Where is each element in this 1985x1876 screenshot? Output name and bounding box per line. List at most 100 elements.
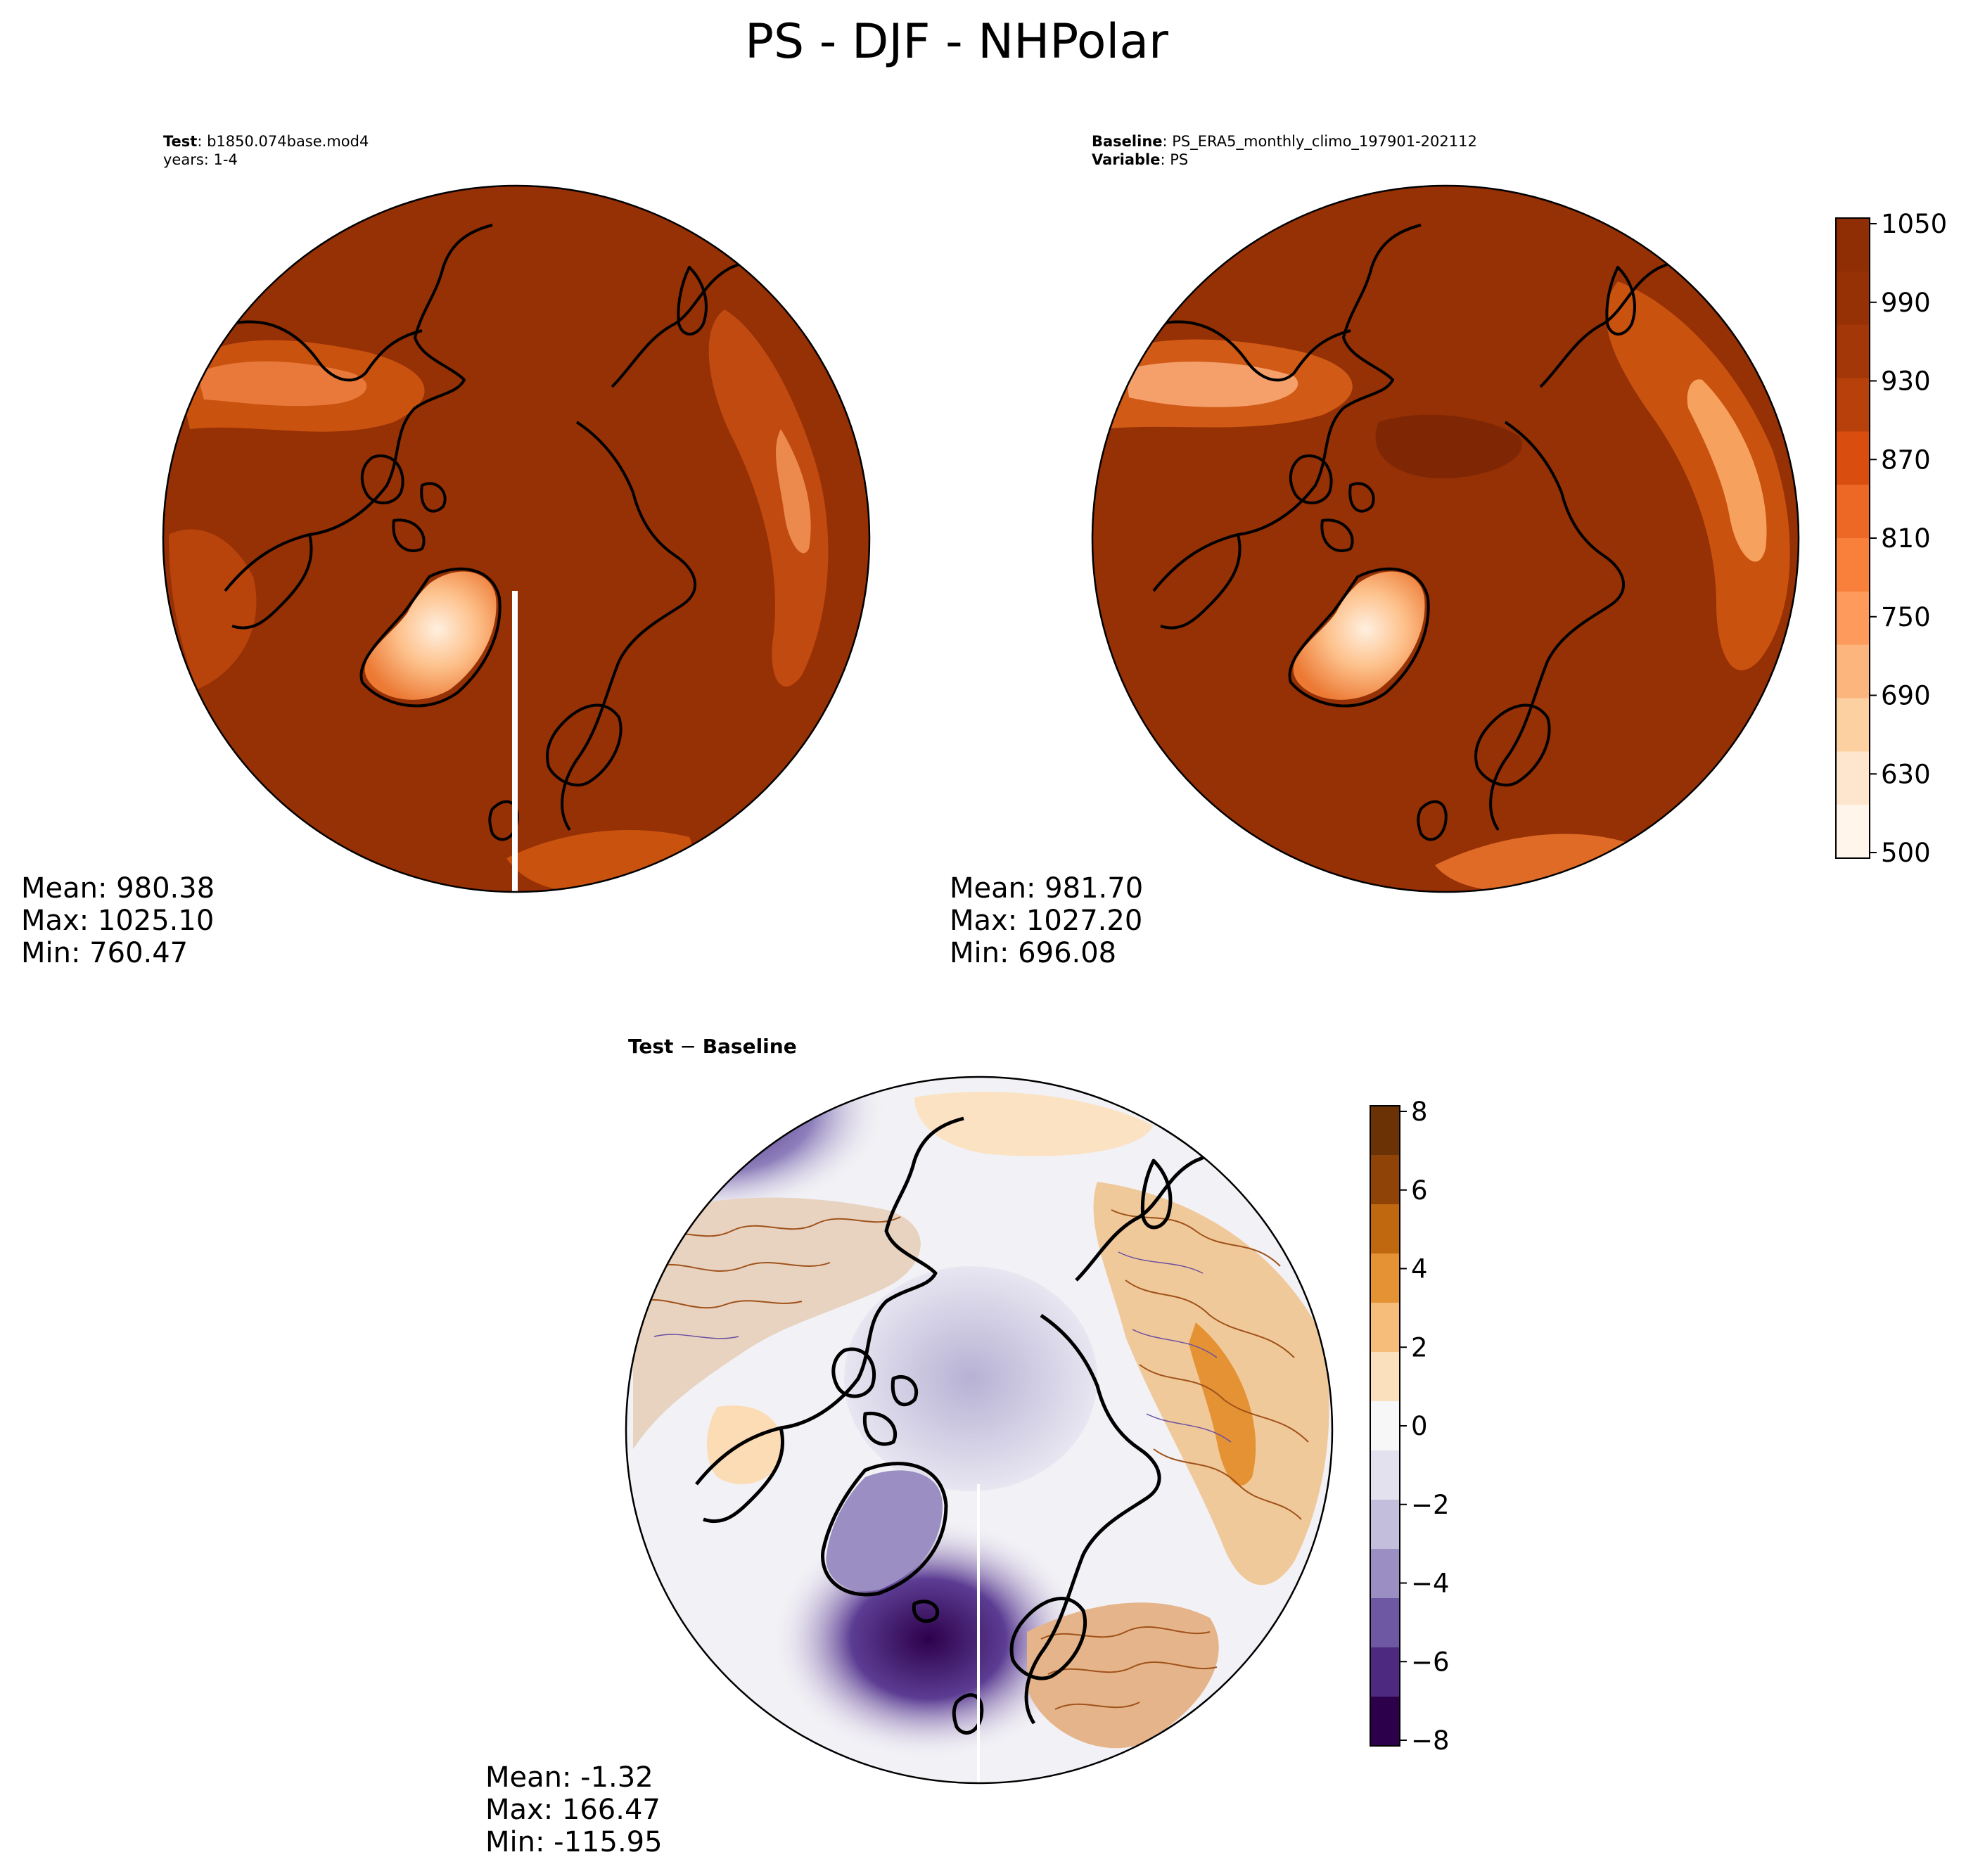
ps-colorbar-ticks: 1050 990 930 870 810 750 690 630 500 <box>1870 209 1947 868</box>
diff-colorbar-tick-label: 2 <box>1411 1332 1428 1363</box>
baseline-variable-line: Variable: PS <box>1092 151 1188 168</box>
diff-contour-lines-americas <box>1111 1209 1309 1520</box>
ps-colorbar-tick-label: 690 <box>1881 681 1931 711</box>
diff-coastline-iceland <box>912 1600 940 1623</box>
test-years: years: 1-4 <box>163 151 238 168</box>
diff-colorbar-tick-label: −8 <box>1411 1725 1450 1756</box>
test-min: Min: 760.47 <box>21 937 188 969</box>
diff-max: Max: 166.47 <box>485 1794 660 1826</box>
diff-colorbar-tick-label: −4 <box>1411 1569 1450 1599</box>
baseline-greenland-plateau <box>1293 571 1425 700</box>
baseline-map <box>1092 186 1799 892</box>
diff-coastline-greenland <box>821 1462 948 1597</box>
baseline-americas-highland <box>1606 281 1790 670</box>
diff-greenland <box>826 1470 943 1591</box>
ps-colorbar-bar <box>1835 217 1870 859</box>
test-coastline-kamchatka <box>677 266 708 336</box>
ps-colorbar-tick-label: 500 <box>1881 838 1931 868</box>
test-mean: Mean: 980.38 <box>21 872 215 905</box>
test-coastline-arctic-islands <box>360 454 447 553</box>
test-americas-rockies <box>708 310 829 687</box>
diff-coastline-scandinavia <box>1009 1597 1087 1680</box>
diff-coastline-arctic-islands <box>831 1347 919 1446</box>
ps-colorbar-tick-label: 870 <box>1881 445 1931 475</box>
baseline-coastline-alaska <box>1160 320 1351 382</box>
diff-colorbar-tick-label: 8 <box>1411 1097 1428 1127</box>
test-coastline-north-america <box>224 224 493 630</box>
baseline-mean: Mean: 981.70 <box>950 872 1143 905</box>
test-coastline-greenland <box>359 567 502 708</box>
diff-upper-positive <box>914 1092 1154 1156</box>
diff-americas-core <box>1189 1322 1256 1486</box>
diff-colorbar-tick-label: −6 <box>1411 1647 1450 1677</box>
baseline-coastline-scandinavia <box>1474 703 1551 786</box>
baseline-min: Min: 696.08 <box>950 937 1116 969</box>
test-greenland-plateau <box>364 571 497 700</box>
diff-contour-lines-asia <box>639 1216 901 1309</box>
test-coastline-scandinavia <box>546 703 623 786</box>
diff-label-operator: − <box>673 1035 702 1058</box>
baseline-dataset-name: : PS_ERA5_monthly_climo_197901-202112 <box>1163 133 1477 151</box>
test-rockies-core <box>776 429 811 554</box>
variable-value: : PS <box>1160 151 1188 168</box>
ps-colorbar: 1050 990 930 870 810 750 690 630 500 <box>1835 209 1947 868</box>
diff-contour-lines-purple <box>653 1251 1232 1443</box>
diff-coastline-british-isles <box>952 1693 984 1735</box>
diff-contour-lines-europe <box>1040 1626 1218 1710</box>
baseline-panel-header: Baseline: PS_ERA5_monthly_climo_197901-2… <box>1092 133 1477 151</box>
baseline-label: Baseline <box>1092 133 1163 150</box>
ps-colorbar-tick-label: 810 <box>1881 523 1931 554</box>
ps-colorbar-tick-label: 1050 <box>1881 209 1947 239</box>
test-map <box>163 186 869 892</box>
diff-canada-positive <box>707 1405 782 1484</box>
baseline-coastline-kamchatka <box>1605 266 1636 336</box>
diff-coastline-north-america <box>695 1116 964 1524</box>
diff-asia-land <box>633 1197 921 1449</box>
diff-colorbar-bar <box>1370 1105 1400 1747</box>
diff-colorbar-tick-label: −2 <box>1411 1490 1450 1520</box>
test-panel-header: Test: b1850.074base.mod4 <box>163 133 369 150</box>
diff-data-seam <box>977 1484 980 1783</box>
diff-label-baseline: Baseline <box>703 1035 797 1058</box>
ps-colorbar-tick-label: 750 <box>1881 602 1931 632</box>
ps-colorbar-tick-label: 990 <box>1881 288 1931 318</box>
baseline-coastline-greenland <box>1288 567 1430 708</box>
baseline-coastline-british-isles <box>1417 800 1448 841</box>
test-map-boundary <box>162 184 871 893</box>
ps-colorbar-tick-label: 930 <box>1881 366 1931 397</box>
diff-colorbar-tick-label: 0 <box>1411 1411 1428 1441</box>
test-data-seam <box>512 591 518 892</box>
test-west-band <box>169 529 257 689</box>
baseline-asia-plateau <box>1125 362 1298 407</box>
diff-coastline-kamchatka <box>1140 1159 1173 1230</box>
test-asia-plateau <box>197 361 367 407</box>
diff-min: Min: -115.95 <box>485 1826 663 1858</box>
diff-europe-land <box>1027 1602 1219 1749</box>
test-max: Max: 1025.10 <box>21 905 214 937</box>
diff-colorbar-ticks: 8 6 4 2 0 −2 −4 −6 −8 <box>1400 1097 1450 1756</box>
diff-panel-header: Test − Baseline <box>628 1035 797 1058</box>
test-coastline-british-isles <box>488 800 519 841</box>
test-case-name: : b1850.074base.mod4 <box>197 133 369 150</box>
diff-map <box>626 1077 1332 1783</box>
diff-panel: Test − Baseline <box>485 1035 1334 1858</box>
test-coastline-alaska <box>231 320 423 382</box>
ps-colorbar-tick-label: 630 <box>1881 759 1931 789</box>
diff-colorbar-tick-label: 4 <box>1411 1254 1428 1284</box>
variable-label: Variable <box>1092 151 1160 168</box>
baseline-panel: Baseline: PS_ERA5_monthly_climo_197901-2… <box>950 133 1800 969</box>
baseline-map-boundary <box>1091 184 1800 893</box>
baseline-americas-core <box>1687 379 1767 562</box>
diff-map-boundary <box>625 1076 1334 1785</box>
baseline-central-arctic-high <box>1375 414 1522 478</box>
diff-mean: Mean: -1.32 <box>485 1761 653 1794</box>
baseline-coastline-arctic-islands <box>1289 454 1375 553</box>
diff-colorbar: 8 6 4 2 0 −2 −4 −6 −8 <box>1370 1097 1450 1756</box>
diff-arctic-negative <box>844 1266 1097 1491</box>
diff-colorbar-tick-label: 6 <box>1411 1175 1428 1206</box>
baseline-coastline-north-america <box>1152 224 1422 630</box>
baseline-max: Max: 1027.20 <box>950 905 1142 937</box>
test-label: Test <box>163 133 197 150</box>
test-panel: Test: b1850.074base.mod4 years: 1-4 <box>21 133 871 969</box>
